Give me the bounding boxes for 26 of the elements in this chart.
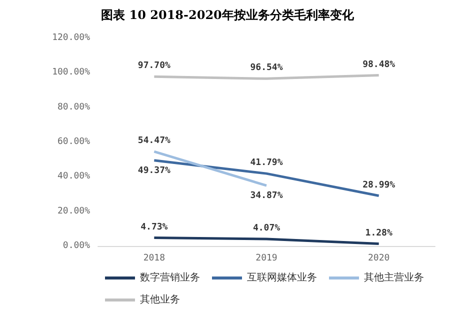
data-label: 98.48%	[362, 60, 396, 70]
data-label: 34.87%	[250, 191, 284, 202]
data-label: 4.73%	[140, 222, 168, 232]
data-label: 54.47%	[138, 136, 171, 146]
data-label: 97.70%	[138, 61, 171, 72]
data-label: 28.99%	[362, 180, 396, 190]
legend-label: 其他主营业务	[364, 272, 424, 284]
data-label: 4.07%	[252, 223, 281, 234]
y-tick-label: 60.00%	[57, 137, 91, 147]
legend-label: 其他业务	[140, 294, 180, 306]
y-tick-label: 120.00%	[52, 33, 91, 43]
data-label: 96.54%	[250, 63, 284, 74]
legend-label: 互联网媒体业务	[247, 272, 317, 284]
x-tick-label: 2018	[143, 254, 166, 264]
y-tick-label: 80.00%	[57, 102, 91, 112]
y-tick-label: 0.00%	[62, 241, 91, 251]
data-label: 49.37%	[138, 166, 171, 176]
x-tick-label: 2020	[368, 254, 390, 264]
y-tick-label: 40.00%	[57, 172, 91, 182]
legend-label: 数字营销业务	[140, 272, 200, 284]
chart-title: 图表 10 2018-2020年按业务分类毛利率变化	[101, 8, 355, 22]
x-tick-label: 2019	[256, 254, 278, 264]
data-label: 1.28%	[365, 228, 393, 238]
y-tick-label: 20.00%	[57, 206, 91, 216]
y-tick-label: 100.00%	[52, 68, 91, 78]
data-label: 41.79%	[250, 158, 284, 168]
